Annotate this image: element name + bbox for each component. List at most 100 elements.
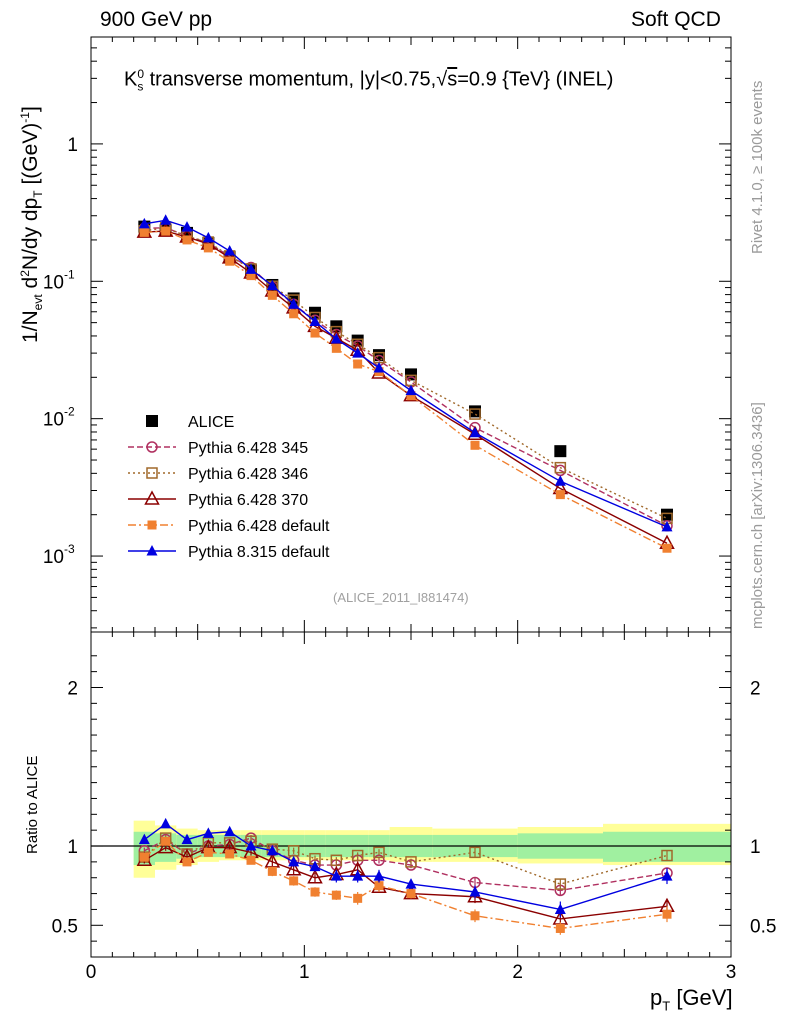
main-plot-frame <box>90 36 732 633</box>
ratio-point-pythia-6-428-346 <box>351 849 364 862</box>
data-point-pythia-8-315-default <box>469 426 481 438</box>
legend-marker-pythia-6-428-default <box>147 520 157 530</box>
analysis-watermark: (ALICE_2011_I881474) <box>333 590 469 605</box>
ratio-point-pythia-6-428-default <box>662 909 672 919</box>
data-point-pythia-8-315-default <box>245 263 257 274</box>
ylab-s2: 2 <box>18 270 32 277</box>
ratio-point-pythia-6-428-346 <box>405 856 417 868</box>
ratio-point-pythia-6-428-default <box>289 876 299 886</box>
series-pythia-8-315-default <box>138 214 673 532</box>
title-sub: s <box>137 79 144 94</box>
data-point-pythia-6-428-default <box>353 359 363 369</box>
ratio-point-pythia-6-428-default <box>331 890 341 900</box>
ratio-point-pythia-6-428-default <box>161 836 171 846</box>
data-point-pythia-6-428-default <box>310 328 320 338</box>
data-point-pythia-6-428-default <box>139 227 149 237</box>
ratio-point-pythia-8-315-default <box>405 878 417 889</box>
data-point-pythia-8-315-default <box>405 384 417 396</box>
legend-marker-pythia-6-428-370 <box>144 490 160 505</box>
xlab-sub: T <box>662 998 671 1014</box>
title-k: K <box>124 68 138 91</box>
data-point-alice <box>469 405 481 418</box>
ratio-point-pythia-8-315-default <box>554 903 566 914</box>
ratio-axis-label: Ratio to ALICE <box>24 755 41 854</box>
data-point-pythia-8-315-default <box>309 315 321 326</box>
data-point-pythia-8-315-default <box>373 361 385 373</box>
ratio-point-pythia-6-428-370 <box>285 861 302 876</box>
ratio-point-pythia-6-428-default <box>310 887 320 897</box>
y-tick-exponent: -3 <box>64 542 75 556</box>
title-energy: =0.9 {TeV} (INEL) <box>457 68 614 91</box>
x-tick-label: 2 <box>512 962 523 983</box>
ratio-point-pythia-6-428-346 <box>469 846 481 859</box>
data-point-pythia-8-315-default <box>138 217 150 229</box>
data-point-pythia-6-428-default <box>289 309 299 319</box>
data-point-pythia-6-428-default <box>225 256 235 266</box>
ratio-y-tick-label: 1 <box>67 837 78 858</box>
y-tick-exponent: -2 <box>64 405 75 419</box>
ratio-y-tick-label-right: 2 <box>750 678 761 699</box>
ratio-point-pythia-8-315-default <box>202 827 214 838</box>
y-tick-label: 10 <box>43 410 64 431</box>
ylab-p4: [(GeV) <box>19 122 42 191</box>
ratio-y-tick-label-right: 1 <box>750 837 761 858</box>
ylab-s3: T <box>31 190 46 198</box>
y-tick-label: 1 <box>67 135 78 156</box>
ratio-point-pythia-6-428-default <box>267 866 277 876</box>
ratio-point-pythia-8-315-default <box>661 870 673 881</box>
legend-marker-pythia-8-315-default <box>146 545 158 556</box>
series-line-pythia-6-428-370 <box>144 230 668 544</box>
data-point-pythia-6-428-default <box>662 543 672 553</box>
ratio-point-pythia-6-428-default <box>470 911 480 921</box>
data-point-pythia-8-315-default <box>352 347 364 358</box>
ylab-p5: ] <box>19 106 42 113</box>
data-point-pythia-6-428-default <box>555 490 565 500</box>
data-point-pythia-6-428-default <box>182 235 192 245</box>
header-left: 900 GeV pp <box>100 8 213 31</box>
x-tick-label: 0 <box>86 962 97 983</box>
ratio-series-pythia-6-428-default <box>139 836 672 935</box>
ratio-point-pythia-6-428-default <box>353 893 363 903</box>
data-point-pythia-6-428-default <box>267 290 277 300</box>
y-tick-exponent: -1 <box>64 267 75 281</box>
xlab-p: p <box>650 985 663 1010</box>
legend-marker-alice <box>146 415 158 427</box>
ratio-plot-frame <box>90 631 732 958</box>
ratio-point-pythia-6-428-default <box>203 847 213 857</box>
ratio-point-pythia-8-315-default <box>330 870 342 881</box>
x-axis-label: pT [GeV] <box>650 985 733 1013</box>
ratio-point-pythia-6-428-default <box>406 889 416 899</box>
legend-marker-pythia-6-428-346 <box>146 467 158 479</box>
legend-label-pythia-6-428-default: Pythia 6.428 default <box>188 518 330 535</box>
data-point-pythia-6-428-default <box>203 243 213 253</box>
ratio-point-pythia-8-315-default <box>181 833 193 845</box>
title-sup: 0 <box>137 67 145 81</box>
legend-label-pythia-6-428-346: Pythia 6.428 346 <box>188 466 308 483</box>
data-point-pythia-8-315-default <box>288 298 300 309</box>
ratio-point-pythia-8-315-default <box>373 870 385 881</box>
ratio-point-pythia-8-315-default <box>160 817 172 829</box>
series-line-pythia-6-428-default <box>144 230 668 549</box>
ratio-point-pythia-6-428-default <box>139 852 149 862</box>
ylab-p3: N/dy dp <box>19 197 42 271</box>
ratio-point-pythia-8-315-default <box>245 840 257 851</box>
ratio-point-pythia-6-428-default <box>374 881 384 891</box>
data-point-alice <box>554 445 567 458</box>
mcplots-reference-text: mcplots.cern.ch [arXiv:1306.3436] <box>749 402 766 629</box>
ratio-y-tick-label: 2 <box>67 678 78 699</box>
series-pythia-6-428-default <box>139 226 672 553</box>
ylab-s1: evt <box>31 294 46 311</box>
ratio-point-pythia-8-315-default <box>224 825 236 837</box>
ratio-point-pythia-6-428-default <box>246 855 256 865</box>
ratio-point-pythia-6-428-346 <box>287 845 300 857</box>
ratio-point-pythia-6-428-default <box>182 857 192 867</box>
y-axis-label: 1/Nevt d2N/dy dpT [(GeV)-1] <box>18 106 45 343</box>
title-text: transverse momentum, |y|<0.75, <box>144 68 437 91</box>
data-point-pythia-6-428-346 <box>554 461 567 474</box>
title-sqrt: √ <box>436 68 448 91</box>
ylab-p2: d <box>19 276 42 295</box>
y-tick-label: 10 <box>43 547 64 568</box>
data-point-pythia-8-315-default <box>554 475 566 486</box>
legend-marker-pythia-6-428-345 <box>146 441 158 453</box>
